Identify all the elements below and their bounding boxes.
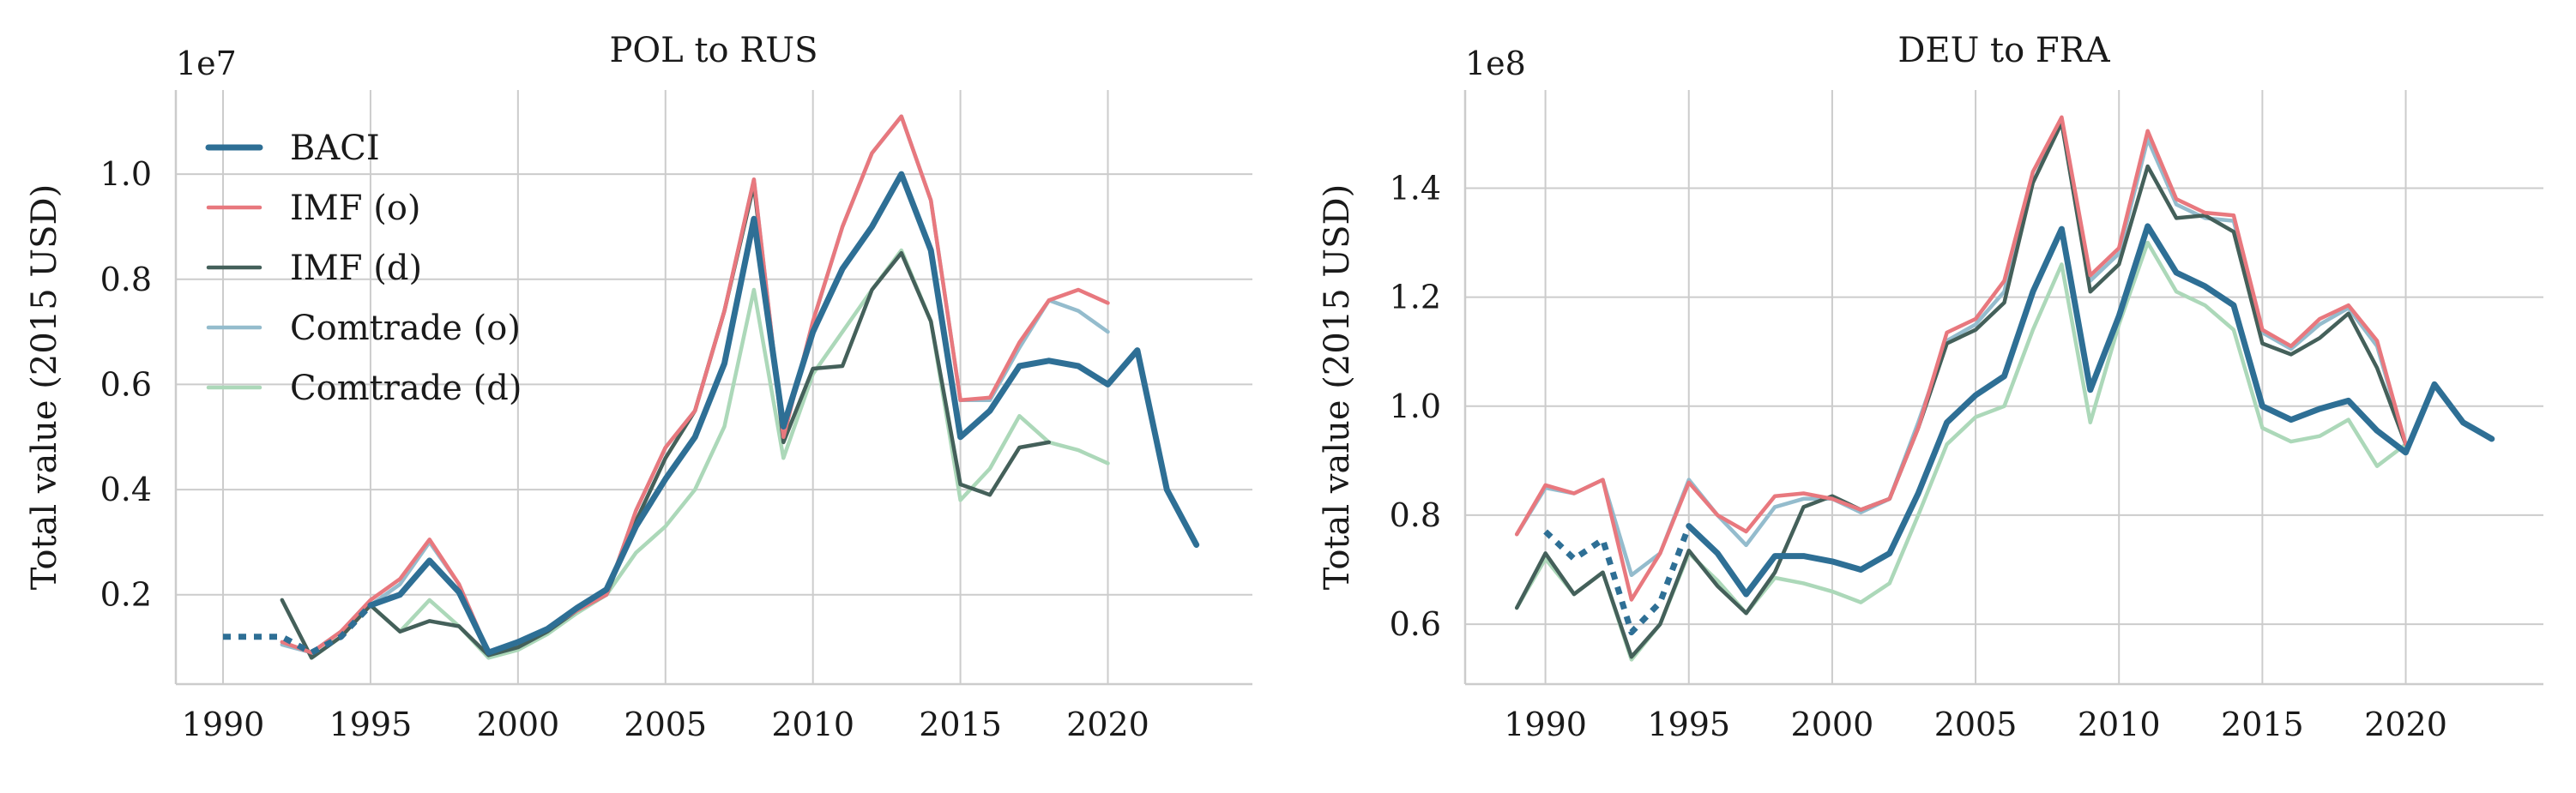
series-line-imf-o bbox=[1514, 115, 2408, 602]
chart-title: POL to RUS bbox=[609, 31, 817, 70]
panel-deu-to-fra: 1990 1995 2000 2005 2010 2015 2020 0.6 0.8 1.0 1.2… bbox=[1318, 31, 2543, 743]
axis-offset-label: 1e8 bbox=[1465, 45, 1526, 82]
y-tick-label: 0.8 bbox=[100, 261, 152, 298]
grid bbox=[1465, 90, 2543, 684]
x-tick-label: 2020 bbox=[1066, 706, 1149, 743]
y-tick-label: 0.8 bbox=[1390, 496, 1441, 534]
y-tick-label: 0.6 bbox=[100, 365, 152, 403]
x-tick-label: 2015 bbox=[2221, 706, 2304, 743]
y-tick-label: 0.6 bbox=[1390, 605, 1441, 643]
legend-label-comtrade-o: Comtrade (o) bbox=[290, 309, 521, 348]
series-line-imf-d bbox=[1514, 120, 2408, 659]
chart-title: DEU to FRA bbox=[1897, 31, 2110, 70]
x-tick-label: 1995 bbox=[1647, 706, 1730, 743]
y-tick-label: 0.4 bbox=[100, 471, 152, 508]
x-tick-label: 1995 bbox=[329, 706, 413, 743]
series-lines bbox=[1514, 115, 2495, 662]
series-line-imf-o bbox=[280, 114, 1110, 655]
series-lines bbox=[223, 114, 1200, 660]
x-tick-label: 2015 bbox=[919, 706, 1002, 743]
legend-label-comtrade-d: Comtrade (d) bbox=[290, 369, 522, 408]
y-tick-label: 1.2 bbox=[1390, 279, 1441, 316]
x-tick-label: 2010 bbox=[2078, 706, 2161, 743]
y-axis-label: Total value (2015 USD) bbox=[25, 184, 64, 590]
series-line-comtrade-d bbox=[1514, 240, 2408, 662]
legend-label-imf-o: IMF (o) bbox=[290, 189, 421, 228]
panel-pol-to-rus: 1990 1995 2000 2005 2010 2015 2020 0.2 0.4 0.6 0.8… bbox=[25, 31, 1252, 743]
axis-offset-label: 1e7 bbox=[176, 45, 237, 82]
x-tick-label: 2005 bbox=[624, 706, 707, 743]
y-tick-label: 1.0 bbox=[1390, 387, 1441, 425]
series-line-baci-early bbox=[1543, 525, 1692, 636]
series-line-comtrade-d bbox=[309, 248, 1110, 660]
x-tick-label: 1990 bbox=[1504, 706, 1587, 743]
series-line-baci bbox=[1686, 223, 2495, 598]
x-tick-label: 2005 bbox=[1934, 706, 2018, 743]
legend-label-imf-d: IMF (d) bbox=[290, 249, 422, 288]
series-line-imf-d bbox=[280, 183, 1052, 660]
y-tick-label: 1.4 bbox=[1390, 169, 1441, 207]
y-tick-label: 1.0 bbox=[100, 155, 152, 193]
x-tick-label: 2020 bbox=[2364, 706, 2447, 743]
x-tick-label: 2000 bbox=[1791, 706, 1874, 743]
series-line-baci bbox=[367, 171, 1200, 656]
legend: BACI IMF (o) IMF (d) Comtrade (o) Comtrade (… bbox=[205, 129, 522, 408]
y-axis-label: Total value (2015 USD) bbox=[1318, 184, 1357, 590]
x-tick-label: 2010 bbox=[771, 706, 854, 743]
x-tick-label: 2000 bbox=[476, 706, 559, 743]
x-tick-label: 1990 bbox=[182, 706, 265, 743]
y-tick-label: 0.2 bbox=[100, 576, 152, 614]
legend-label-baci: BACI bbox=[290, 129, 380, 168]
